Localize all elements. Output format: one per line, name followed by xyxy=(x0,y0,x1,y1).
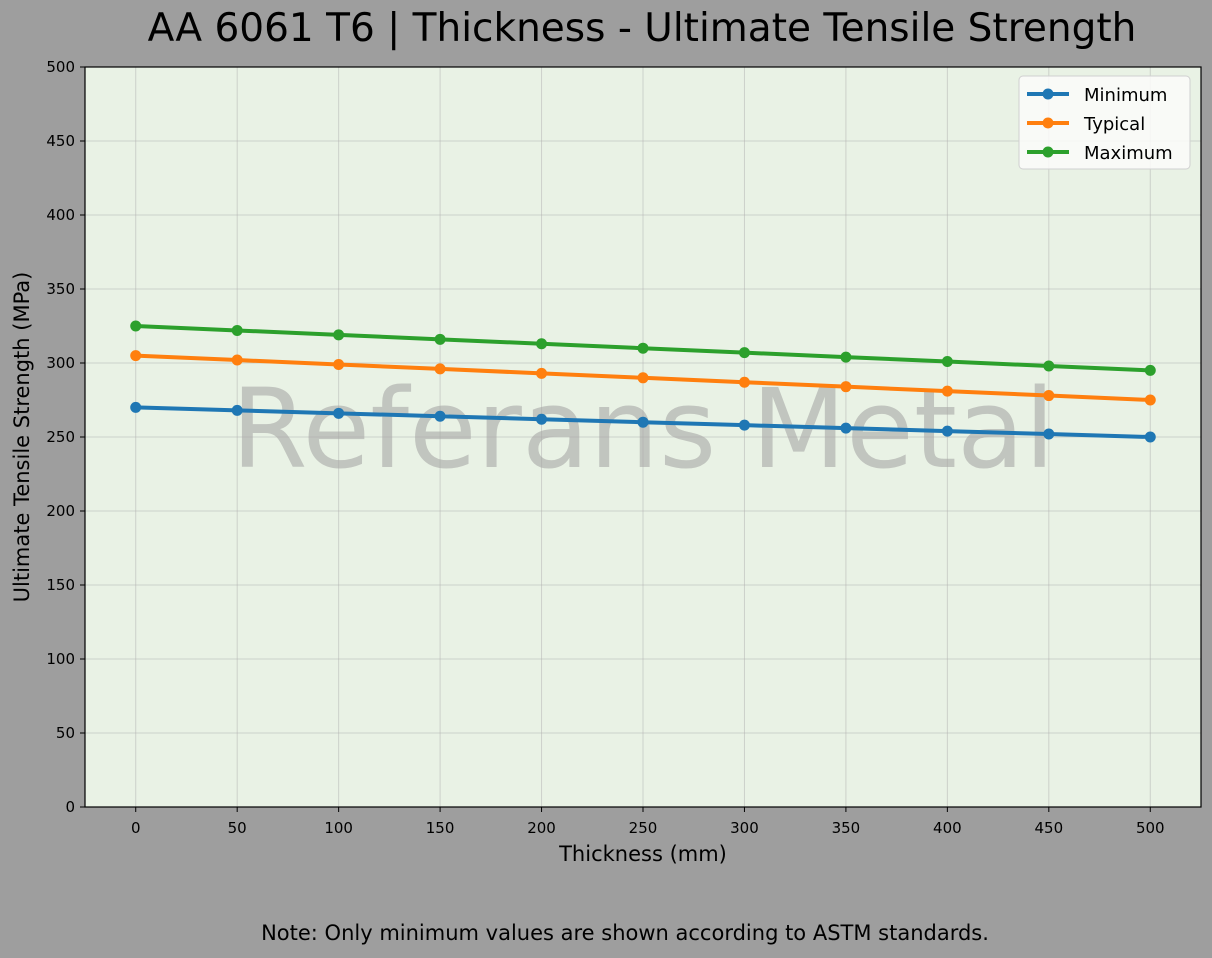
y-tick-label: 200 xyxy=(46,502,75,520)
x-tick-label: 200 xyxy=(527,819,556,837)
data-point xyxy=(637,372,649,384)
y-tick-label: 0 xyxy=(65,798,75,816)
data-point xyxy=(434,410,446,422)
y-tick-label: 50 xyxy=(56,724,75,742)
series-maximum xyxy=(130,320,1156,376)
x-tick-label: 400 xyxy=(933,819,962,837)
data-point xyxy=(130,350,142,362)
axis-ticks: 0 50 100 150 200 250 300 350 400 450 500 0 50 100 150 2… xyxy=(46,58,1164,837)
data-point xyxy=(536,338,548,350)
data-point xyxy=(840,381,852,393)
data-point xyxy=(536,367,548,379)
legend-label: Maximum xyxy=(1084,143,1173,164)
data-point xyxy=(1043,428,1055,440)
x-tick-label: 100 xyxy=(324,819,353,837)
y-tick-label: 500 xyxy=(46,58,75,76)
data-point xyxy=(840,351,852,363)
footnote: Note: Only minimum values are shown acco… xyxy=(261,921,989,945)
x-tick-label: 0 xyxy=(131,819,141,837)
legend-marker-icon xyxy=(1042,117,1054,129)
x-tick-label: 500 xyxy=(1136,819,1165,837)
y-tick-label: 100 xyxy=(46,650,75,668)
data-point xyxy=(1043,360,1055,372)
data-point xyxy=(637,416,649,428)
legend-marker-icon xyxy=(1042,146,1054,158)
legend: Minimum Typical Maximum xyxy=(1018,75,1191,170)
data-series xyxy=(130,320,1156,443)
data-point xyxy=(333,358,345,370)
x-tick-label: 450 xyxy=(1034,819,1063,837)
y-tick-label: 350 xyxy=(46,280,75,298)
legend-item-minimum: Minimum xyxy=(1027,85,1167,106)
data-point xyxy=(536,413,548,425)
x-tick-label: 250 xyxy=(629,819,658,837)
x-tick-label: 350 xyxy=(832,819,861,837)
data-point xyxy=(1144,394,1156,406)
x-tick-label: 50 xyxy=(228,819,247,837)
y-tick-label: 450 xyxy=(46,132,75,150)
x-tick-label: 300 xyxy=(730,819,759,837)
data-point xyxy=(840,422,852,434)
legend-marker-icon xyxy=(1042,88,1054,100)
data-point xyxy=(1144,431,1156,443)
data-point xyxy=(333,329,345,341)
legend-item-maximum: Maximum xyxy=(1027,143,1173,164)
data-point xyxy=(130,320,142,332)
y-tick-label: 250 xyxy=(46,428,75,446)
chart-title: AA 6061 T6 | Thickness - Ultimate Tensil… xyxy=(147,6,1137,51)
data-point xyxy=(738,347,750,359)
data-point xyxy=(434,363,446,375)
data-point xyxy=(231,354,243,366)
data-point xyxy=(941,385,953,397)
y-tick-label: 150 xyxy=(46,576,75,594)
data-point xyxy=(941,425,953,437)
series-minimum xyxy=(130,401,1156,443)
series-typical xyxy=(130,350,1156,406)
data-point xyxy=(333,407,345,419)
data-point xyxy=(637,342,649,354)
legend-item-typical: Typical xyxy=(1027,114,1145,135)
x-axis-label: Thickness (mm) xyxy=(558,842,727,866)
data-point xyxy=(941,356,953,368)
y-tick-label: 300 xyxy=(46,354,75,372)
y-axis-label: Ultimate Tensile Strength (MPa) xyxy=(10,272,34,603)
data-point xyxy=(1043,390,1055,402)
legend-box xyxy=(1018,75,1191,170)
data-point xyxy=(434,333,446,345)
data-point xyxy=(231,404,243,416)
x-tick-label: 150 xyxy=(426,819,455,837)
data-point xyxy=(1144,364,1156,376)
legend-label: Typical xyxy=(1083,114,1145,135)
legend-label: Minimum xyxy=(1084,85,1167,106)
data-point xyxy=(130,401,142,413)
y-tick-label: 400 xyxy=(46,206,75,224)
data-point xyxy=(231,324,243,336)
data-point xyxy=(738,419,750,431)
data-point xyxy=(738,376,750,388)
